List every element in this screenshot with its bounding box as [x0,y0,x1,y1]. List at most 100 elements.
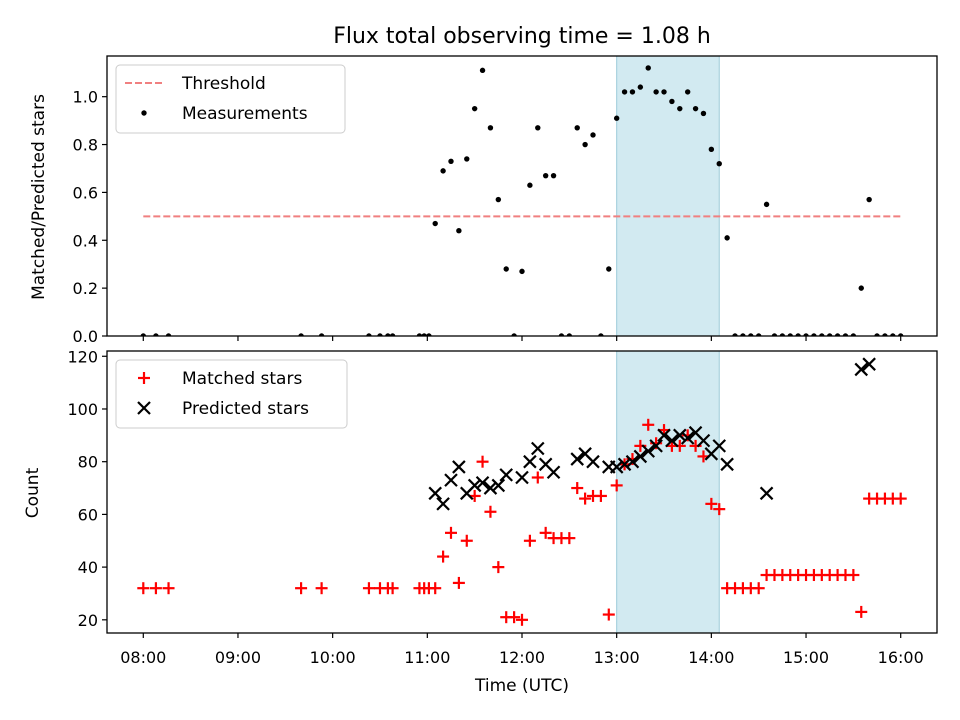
predicted-star-point [586,454,600,469]
predicted-star-point [570,452,585,466]
predicted-star-point [657,428,671,443]
bottom-series-layer [137,357,907,626]
predicted-star-point [641,444,656,458]
measurement-point [748,333,754,336]
predicted-star-point-b [483,481,498,495]
top-plot-area: 0.0 0.2 0.4 0.6 0.8 1.0 Threshold Measurements [73,55,938,346]
bottom-series-matched-stars [137,418,907,626]
predicted-star-point [625,454,640,469]
measurement-point [834,333,841,336]
predicted-star-point-b [586,454,600,469]
predicted-star-point [436,497,450,511]
predicted-star-point-b [515,470,529,485]
top-ytick-label: 0.4 [73,231,98,250]
measurement-point [874,333,880,336]
legend-measurement-swatch [141,110,147,116]
top-legend-box [115,64,346,134]
predicted-star-point [499,468,513,482]
predicted-star-point [617,457,632,472]
predicted-star-point-b [538,457,553,472]
predicted-star-point [696,433,711,448]
predicted-star-point [759,486,774,501]
x-axis-label: Time (UTC) [474,676,569,696]
predicted-star-point-b [854,362,869,377]
top-ytick-label: 0.6 [73,183,98,202]
top-ytick-label: 0.0 [73,327,98,346]
measurement-point [779,333,786,336]
predicted-star-point-b [546,465,561,480]
matched-star-point [137,582,150,595]
measurement-point [700,110,707,117]
predicted-star-point [444,473,458,487]
xtick-label: 09:00 [215,648,261,667]
measurement-point [574,125,580,131]
matched-star-point [295,582,308,595]
predicted-star-point-b [609,460,624,474]
measurement-point [827,333,833,336]
predicted-star-point [633,449,648,464]
matched-star-point [386,582,399,595]
matched-star-point [516,613,528,626]
predicted-star-point [515,470,529,485]
matched-star-point [752,582,765,595]
measurement-point [708,146,715,153]
bottom-highlight-span [616,350,720,634]
predicted-star-point-b [428,486,442,501]
matched-star-point [508,611,521,624]
measurement-point [519,268,525,275]
measurement-point [684,89,691,95]
predicted-star-point [665,433,679,448]
measurement-point [866,196,872,203]
measurement-point [432,220,438,227]
matched-star-point [444,526,457,539]
measurement-point [487,125,494,131]
measurement-point [629,89,636,95]
measurement-point [298,333,304,336]
bottom-ytick-label: 100 [67,400,98,419]
predicted-star-point [680,431,695,445]
bottom-ytick-label: 40 [78,558,98,577]
predicted-star-point [720,457,734,472]
predicted-star-point [523,454,537,469]
top-series-layer [140,65,904,336]
measurement-point [890,333,896,336]
predicted-star-point [475,475,490,490]
top-ylabel: Matched/Predicted stars [29,94,49,300]
measurement-point [724,235,730,241]
top-ytick-label: 0.8 [73,136,98,155]
measurement-point [819,333,825,336]
matched-star-point [437,550,450,563]
bottom-ytick-label: 80 [78,453,98,472]
predicted-star-point-b [641,444,656,458]
xtick-label: 15:00 [783,648,829,667]
legend-label: Threshold [181,74,266,94]
measurement-point [763,201,770,208]
predicted-star-point [428,486,442,501]
measurement-point [318,333,325,336]
matched-star-point [847,569,860,582]
legend-label: Matched stars [182,369,302,389]
top-ytick-label: 0.2 [73,279,98,298]
matched-star-point [713,503,726,516]
matched-star-point [705,497,718,510]
legend-label: Predicted stars [182,399,309,419]
measurement-point [503,266,509,272]
measurement-point [677,105,683,112]
measurement-point [140,333,146,336]
predicted-star-point [673,428,687,443]
measurement-point [479,67,486,74]
predicted-star-point-b [680,431,695,445]
matched-star-point [610,479,623,492]
matched-star-point [594,489,607,502]
measurement-point [511,333,517,336]
measurement-point [366,333,372,336]
measurement-point [377,333,383,336]
predicted-star-point-b [673,428,687,443]
xtick-label: 11:00 [404,648,450,667]
predicted-star-point-b [523,454,537,469]
measurement-point [582,141,588,148]
measurement-point [542,172,549,179]
matched-star-point [162,582,175,595]
measurement-point [153,333,159,336]
